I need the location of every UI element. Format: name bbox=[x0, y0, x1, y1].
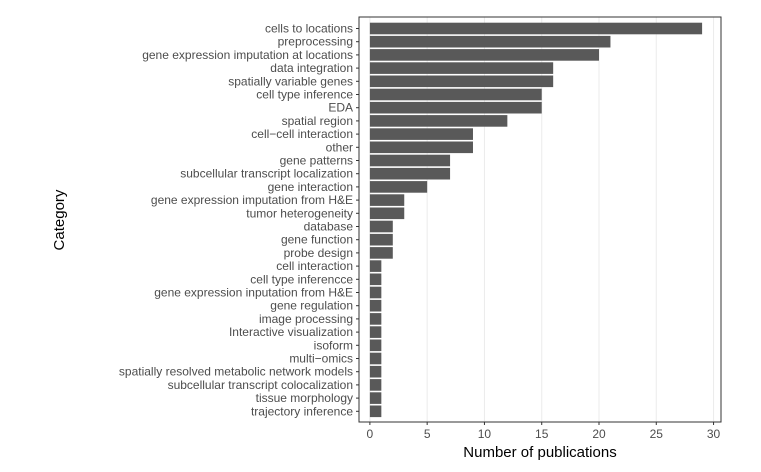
y-tick-label: trajectory inference bbox=[251, 404, 353, 418]
bar bbox=[369, 260, 382, 272]
y-tick-label: subcellular transcript colocalization bbox=[168, 378, 353, 392]
bar bbox=[369, 233, 393, 246]
y-tick-label: cell type inference bbox=[256, 88, 353, 102]
y-tick-label: spatially variable genes bbox=[228, 74, 353, 88]
y-tick-label: database bbox=[304, 220, 354, 234]
bars bbox=[369, 22, 703, 418]
bar bbox=[369, 194, 405, 206]
y-tick-label: image processing bbox=[259, 312, 353, 326]
x-axis-title: Number of publications bbox=[463, 444, 616, 461]
y-tick-label: gene expression inputation from H&E bbox=[154, 286, 353, 300]
y-tick-label: gene regulation bbox=[270, 299, 353, 313]
bar bbox=[369, 128, 473, 140]
y-tick-label: gene function bbox=[281, 233, 353, 247]
bar bbox=[369, 273, 382, 286]
bar bbox=[369, 299, 382, 312]
y-tick-label: gene interaction bbox=[268, 180, 353, 194]
bar bbox=[369, 167, 451, 180]
x-tick-label: 10 bbox=[478, 427, 492, 441]
bar bbox=[369, 379, 382, 391]
y-tick-label: Interactive visualization bbox=[229, 325, 353, 339]
x-ticks: 0 5 10 15 20 25 30 bbox=[367, 422, 721, 441]
x-tick-label: 25 bbox=[650, 427, 664, 441]
bar bbox=[369, 392, 382, 404]
bar bbox=[369, 365, 382, 378]
y-tick-label: cell−cell interaction bbox=[251, 127, 353, 141]
y-tick-label: gene expression imputation from H&E bbox=[151, 193, 353, 207]
y-tick-label: cells to locations bbox=[265, 22, 353, 36]
y-tick-label: tissue morphology bbox=[256, 391, 353, 405]
y-tick-label: spatial region bbox=[282, 114, 353, 128]
bar bbox=[369, 181, 428, 193]
bar bbox=[369, 35, 611, 48]
bar bbox=[369, 49, 599, 61]
bar bbox=[369, 405, 382, 418]
panel-border bbox=[358, 16, 722, 423]
x-tick-label: 20 bbox=[592, 427, 606, 441]
y-tick-label: multi−omics bbox=[289, 352, 353, 366]
bar bbox=[369, 75, 554, 88]
x-tick-label: 15 bbox=[535, 427, 549, 441]
y-tick-label: gene expression imputation at locations bbox=[142, 48, 353, 62]
y-tick-label: isoform bbox=[314, 338, 353, 352]
y-axis-title: Category bbox=[51, 189, 68, 250]
y-tick-label: subcellular transcript localization bbox=[180, 167, 353, 181]
x-tick-label: 0 bbox=[367, 427, 374, 441]
bar bbox=[369, 220, 393, 233]
bar bbox=[369, 286, 382, 299]
y-tick-label: tumor heterogeneity bbox=[246, 206, 353, 220]
x-tick-label: 30 bbox=[707, 427, 721, 441]
bar bbox=[369, 247, 393, 259]
bar bbox=[369, 115, 508, 127]
bar bbox=[369, 352, 382, 365]
y-tick-label: preprocessing bbox=[278, 35, 353, 49]
y-tick-label: cell type inferencce bbox=[250, 272, 353, 286]
y-tick-label: probe design bbox=[284, 246, 353, 260]
bar bbox=[369, 339, 382, 352]
y-tick-label: EDA bbox=[328, 101, 353, 115]
y-tick-label: cell interaction bbox=[276, 259, 353, 273]
bar bbox=[369, 88, 542, 101]
bar bbox=[369, 141, 473, 154]
x-tick-label: 5 bbox=[424, 427, 431, 441]
y-tick-label: other bbox=[326, 140, 353, 154]
bar bbox=[369, 101, 542, 114]
y-tick-label: spatially resolved metabolic network mod… bbox=[119, 365, 353, 379]
bar bbox=[369, 326, 382, 338]
bar bbox=[369, 207, 405, 220]
bar bbox=[369, 154, 451, 167]
bar bbox=[369, 313, 382, 325]
bar bbox=[369, 62, 554, 74]
y-tick-label: gene patterns bbox=[280, 154, 353, 168]
y-tick-label: data integration bbox=[270, 61, 353, 75]
bar bbox=[369, 22, 703, 35]
